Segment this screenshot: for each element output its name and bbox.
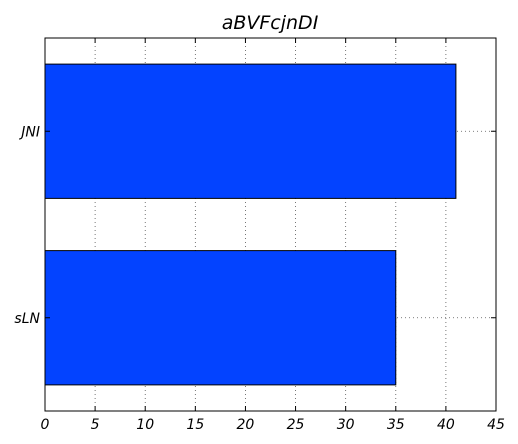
x-tick-label: 35 bbox=[387, 417, 405, 433]
plot-frame bbox=[44, 37, 497, 412]
bars bbox=[44, 63, 457, 386]
category-label: JNI bbox=[18, 124, 40, 140]
x-tick-label: 40 bbox=[437, 417, 455, 433]
x-tick-label: 20 bbox=[237, 417, 255, 433]
x-tick-label: 0 bbox=[41, 417, 50, 433]
category-label: sLN bbox=[14, 311, 40, 327]
x-axis-ticks: 0 5 10 15 20 25 30 35 40 45 bbox=[41, 38, 505, 433]
x-tick-label: 10 bbox=[136, 417, 154, 433]
x-tick-label: 25 bbox=[287, 417, 305, 433]
x-tick-label: 15 bbox=[186, 417, 204, 433]
chart-title: aBVFcjnDI bbox=[222, 12, 319, 34]
bar-sLN bbox=[44, 250, 397, 386]
x-tick-label: 45 bbox=[487, 417, 505, 433]
x-tick-label: 30 bbox=[337, 417, 355, 433]
bar-JNI bbox=[44, 63, 457, 199]
y-axis-labels: JNI sLN bbox=[14, 124, 40, 327]
x-tick-label: 5 bbox=[91, 417, 100, 433]
